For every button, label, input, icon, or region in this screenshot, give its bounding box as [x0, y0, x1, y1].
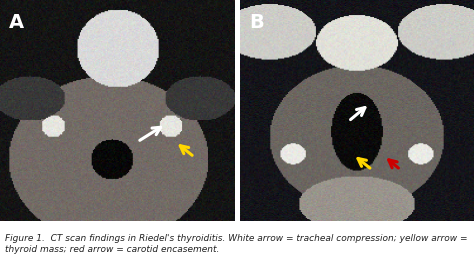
- Text: B: B: [250, 13, 264, 32]
- Text: Figure 1.  CT scan findings in Riedel's thyroiditis. White arrow = tracheal comp: Figure 1. CT scan findings in Riedel's t…: [5, 233, 467, 253]
- Text: A: A: [9, 13, 25, 32]
